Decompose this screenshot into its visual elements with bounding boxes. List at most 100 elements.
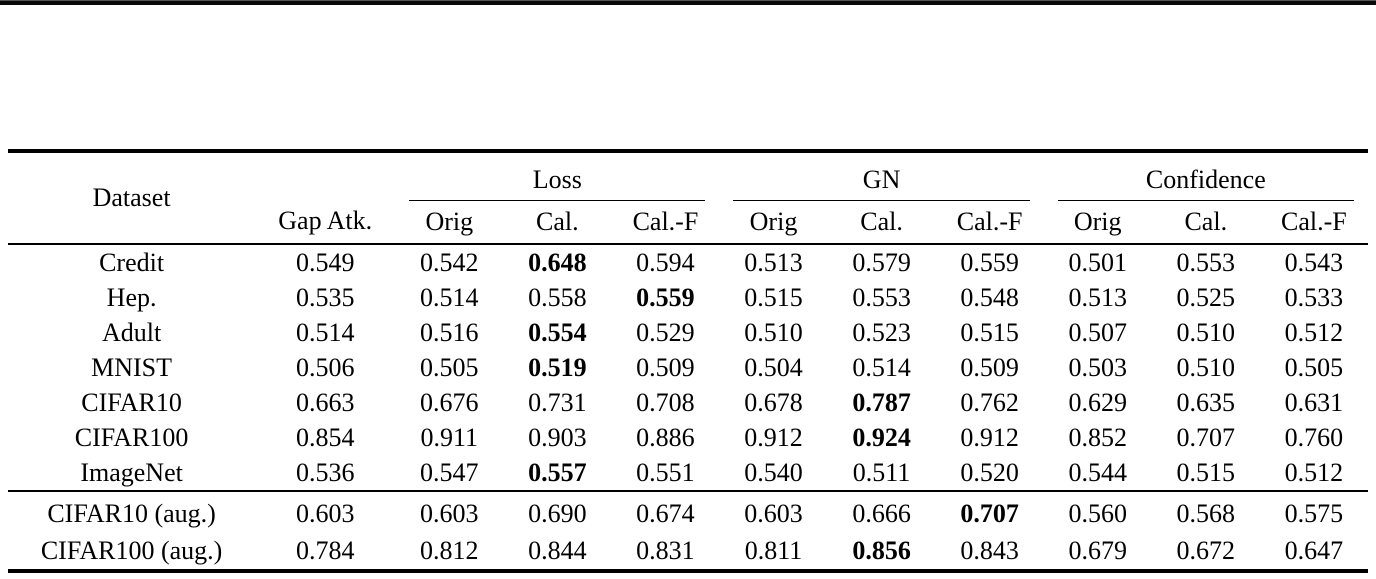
gap-atk-value: 0.549 [295,247,355,277]
metric-value: 0.559 [636,282,695,312]
metric-value: 0.690 [528,498,587,528]
table-row: Credit 0.549 0.542 0.648 0.594 0.513 0.579 0.55… [8,244,1368,280]
table-body-main: Credit 0.549 0.542 0.648 0.594 0.513 0.579 0.55… [8,244,1368,491]
results-table: Dataset Gap Atk. Loss GN Confidence Orig… [8,149,1368,573]
metric-value: 0.676 [420,387,479,417]
metric-value: 0.852 [1068,422,1127,452]
metric-value: 0.762 [960,387,1019,417]
metric-value: 0.514 [420,282,479,312]
metric-value: 0.520 [960,457,1019,487]
metric-value: 0.533 [1284,282,1344,312]
metric-value: 0.812 [420,535,479,565]
group-label-confidence: Confidence [1057,159,1354,201]
table-row: Hep. 0.535 0.514 0.558 0.559 0.515 0.553 0.548 0… [8,280,1368,315]
dataset-name: MNIST [91,352,173,382]
table-header: Dataset Gap Atk. Loss GN Confidence Orig… [8,151,1368,244]
dataset-name: CIFAR100 (aug.) [40,535,223,565]
metric-value: 0.512 [1284,457,1344,487]
metric-value: 0.911 [420,422,479,452]
page-top-rule [0,0,1376,5]
dataset-name: ImageNet [80,457,183,487]
metric-value: 0.548 [960,282,1019,312]
col-header-conf-cal-f: Cal.-F [1281,207,1347,236]
metric-value: 0.558 [528,282,587,312]
metric-value: 0.811 [744,535,803,565]
metric-value: 0.509 [960,352,1019,382]
metric-value: 0.635 [1176,387,1236,417]
metric-value: 0.674 [636,498,695,528]
col-header-conf-orig: Orig [1073,207,1122,236]
metric-value: 0.844 [528,535,587,565]
dataset-name: CIFAR10 [81,387,182,417]
gap-atk-value: 0.535 [295,282,355,312]
metric-value: 0.551 [636,457,695,487]
metric-value: 0.647 [1284,535,1344,565]
metric-value: 0.510 [744,317,803,347]
gap-atk-value: 0.536 [295,457,355,487]
metric-value: 0.731 [528,387,587,417]
col-header-gn-cal-f: Cal.-F [956,207,1023,236]
metric-value: 0.515 [960,317,1019,347]
metric-value: 0.579 [852,247,911,277]
metric-value: 0.529 [636,317,695,347]
metric-value: 0.886 [636,422,695,452]
dataset-name: Credit [99,247,165,277]
metric-value: 0.544 [1068,457,1127,487]
gap-atk-value: 0.784 [295,535,355,565]
col-header-loss-cal-f: Cal.-F [632,207,699,236]
metric-value: 0.843 [960,535,1019,565]
table-row: CIFAR100 (aug.) 0.784 0.812 0.844 0.831 0.811… [8,532,1368,571]
metric-value: 0.831 [636,535,695,565]
table-row: CIFAR100 0.854 0.911 0.903 0.886 0.912 0.924 0.… [8,420,1368,455]
metric-value: 0.575 [1284,498,1344,528]
metric-value: 0.554 [528,317,587,347]
metric-value: 0.553 [1176,247,1236,277]
metric-value: 0.504 [744,352,803,382]
metric-value: 0.525 [1176,282,1236,312]
table-row: CIFAR10 0.663 0.676 0.731 0.708 0.678 0.787 0.7… [8,385,1368,420]
metric-value: 0.523 [852,317,911,347]
dataset-name: CIFAR10 (aug.) [47,498,216,528]
metric-value: 0.513 [744,247,803,277]
gap-atk-value: 0.854 [295,422,355,452]
header-sub-row: Orig Cal. Cal.-F Orig Cal. Cal.-F Orig C… [8,201,1368,244]
gap-atk-value: 0.603 [295,498,355,528]
metric-value: 0.514 [852,352,911,382]
metric-value: 0.856 [852,535,911,565]
metric-value: 0.707 [1176,422,1236,452]
metric-value: 0.515 [1176,457,1236,487]
metric-value: 0.912 [744,422,803,452]
metric-value: 0.547 [420,457,479,487]
dataset-name: CIFAR100 [74,422,189,452]
table-body-augmented: CIFAR10 (aug.) 0.603 0.603 0.690 0.674 0.603 0… [8,491,1368,571]
metric-value: 0.787 [852,387,911,417]
metric-value: 0.505 [420,352,479,382]
table-row: Adult 0.514 0.516 0.554 0.529 0.510 0.523 0.515… [8,315,1368,350]
metric-value: 0.507 [1068,317,1127,347]
metric-value: 0.557 [528,457,587,487]
metric-value: 0.568 [1176,498,1236,528]
group-label-gn: GN [733,159,1030,201]
col-header-gn-cal: Cal. [860,207,903,236]
metric-value: 0.503 [1068,352,1127,382]
col-header-loss-cal: Cal. [536,207,579,236]
metric-value: 0.648 [528,247,587,277]
group-label-loss: Loss [409,159,706,201]
metric-value: 0.510 [1176,352,1236,382]
metric-value: 0.513 [1068,282,1127,312]
group-header-gn: GN [719,151,1043,201]
col-header-loss-orig: Orig [425,207,474,236]
metric-value: 0.707 [960,498,1019,528]
metric-value: 0.516 [420,317,479,347]
table-row: ImageNet 0.536 0.547 0.557 0.551 0.540 0.511 0.… [8,455,1368,491]
dataset-name: Adult [101,317,162,347]
metric-value: 0.512 [1284,317,1344,347]
metric-value: 0.511 [852,457,911,487]
metric-value: 0.678 [744,387,803,417]
metric-value: 0.672 [1176,535,1236,565]
col-header-conf-cal: Cal. [1184,207,1228,236]
metric-value: 0.708 [636,387,695,417]
gap-atk-value: 0.514 [295,317,355,347]
metric-value: 0.912 [960,422,1019,452]
